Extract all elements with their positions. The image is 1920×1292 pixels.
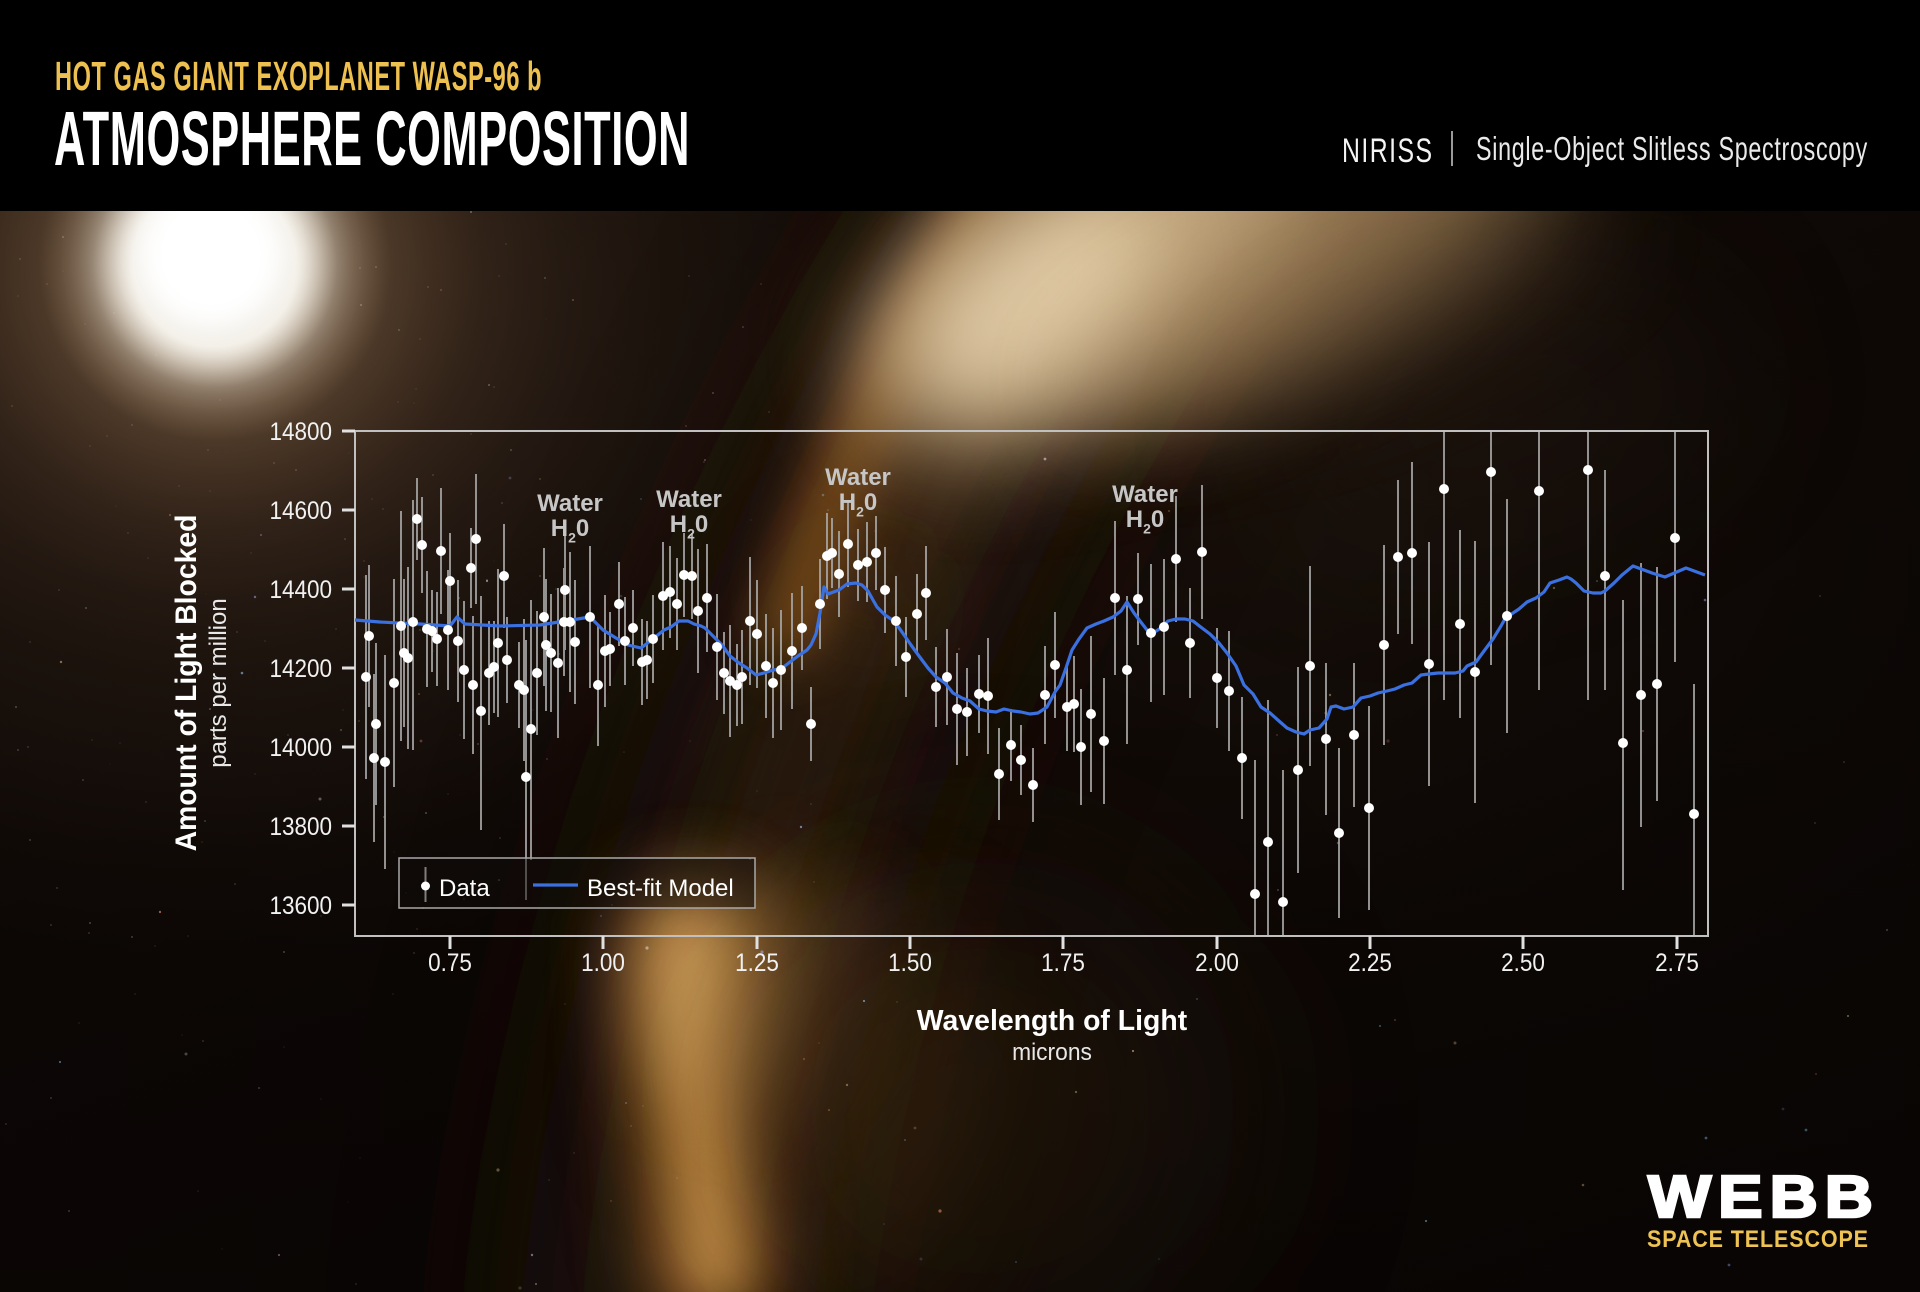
svg-text:14200: 14200 (269, 655, 332, 683)
svg-text:0.75: 0.75 (428, 949, 472, 977)
svg-text:1.00: 1.00 (581, 949, 625, 977)
svg-text:14800: 14800 (269, 418, 332, 446)
svg-text:1.75: 1.75 (1041, 949, 1085, 977)
svg-text:Wavelength of Light: Wavelength of Light (917, 1005, 1188, 1037)
svg-text:Water: Water (656, 486, 722, 513)
svg-text:1.50: 1.50 (888, 949, 932, 977)
svg-text:parts per million: parts per million (205, 598, 232, 767)
svg-text:Water: Water (825, 464, 891, 491)
svg-text:14600: 14600 (269, 497, 332, 525)
svg-text:microns: microns (1012, 1038, 1092, 1065)
svg-text:14000: 14000 (269, 734, 332, 762)
svg-text:Data: Data (439, 875, 490, 902)
svg-text:H20: H20 (670, 511, 709, 542)
svg-text:Best-fit Model: Best-fit Model (587, 875, 734, 902)
svg-text:H20: H20 (1126, 506, 1165, 537)
svg-text:2.00: 2.00 (1195, 949, 1239, 977)
svg-text:13800: 13800 (269, 813, 332, 841)
svg-text:14400: 14400 (269, 576, 332, 604)
svg-text:2.75: 2.75 (1655, 949, 1699, 977)
svg-text:H20: H20 (551, 515, 590, 546)
svg-text:H20: H20 (839, 489, 878, 520)
svg-text:13600: 13600 (269, 892, 332, 920)
svg-text:2.25: 2.25 (1348, 949, 1392, 977)
svg-text:Water: Water (537, 490, 603, 517)
svg-text:1.25: 1.25 (735, 949, 779, 977)
svg-text:2.50: 2.50 (1501, 949, 1545, 977)
svg-text:Amount of Light Blocked: Amount of Light Blocked (170, 515, 203, 852)
svg-text:Water: Water (1112, 481, 1178, 508)
